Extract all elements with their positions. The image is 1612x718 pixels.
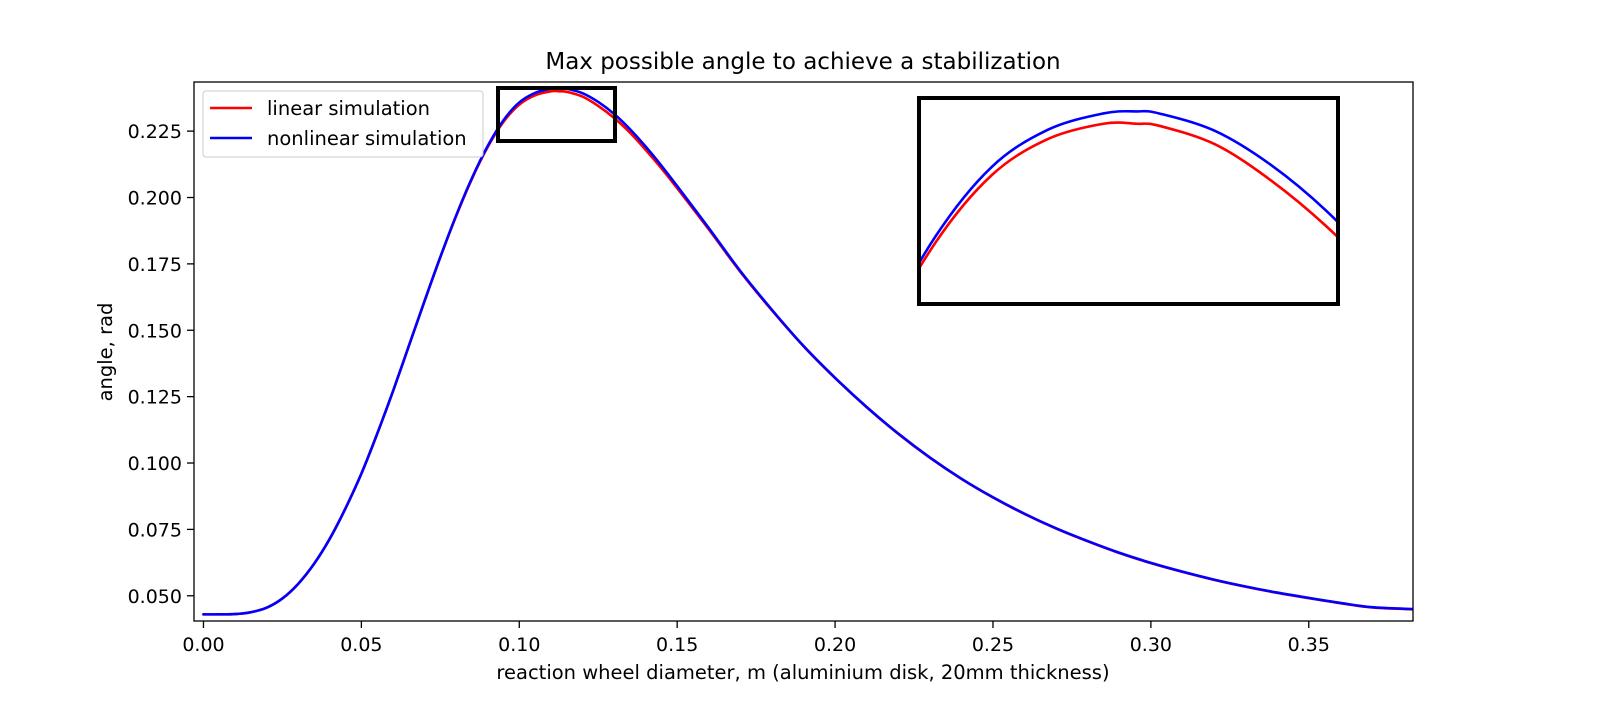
y-tick-label: 0.175	[128, 254, 182, 276]
zoom-inset-frame	[917, 96, 1340, 306]
x-tick-label: 0.25	[972, 634, 1014, 656]
x-axis-label: reaction wheel diameter, m (aluminium di…	[496, 661, 1109, 684]
inset-series-line-linear-simulation	[919, 121, 1338, 272]
y-tick-label: 0.050	[128, 586, 182, 608]
x-tick-label: 0.05	[340, 634, 382, 656]
x-tick-label: 0.20	[814, 634, 856, 656]
y-tick-label: 0.150	[128, 320, 182, 342]
legend-box	[202, 90, 484, 158]
y-tick-label: 0.125	[128, 387, 182, 409]
y-axis-ticks: 0.050 0.075 0.100 0.125 0.150 0.175 0.200 0.225	[128, 121, 194, 608]
y-axis-label: angle, rad	[94, 303, 117, 402]
inset-series-line-nonlinear-simulation	[919, 109, 1338, 266]
y-tick-label: 0.100	[128, 453, 182, 475]
legend-label-nonlinear: nonlinear simulation	[267, 127, 467, 150]
y-tick-label: 0.225	[128, 121, 182, 143]
x-tick-label: 0.30	[1130, 634, 1172, 656]
x-axis-ticks: 0.00 0.05 0.10 0.15 0.20 0.25 0.30 0.35	[182, 621, 1330, 656]
zoom-inset	[917, 96, 1340, 306]
legend-label-linear: linear simulation	[267, 97, 430, 120]
x-tick-label: 0.00	[182, 634, 224, 656]
y-tick-label: 0.075	[128, 519, 182, 541]
zoom-indicator-box	[496, 86, 617, 143]
x-tick-label: 0.35	[1288, 634, 1330, 656]
inset-lines	[919, 109, 1338, 272]
x-tick-label: 0.15	[656, 634, 698, 656]
plot-frame	[193, 81, 1414, 622]
legend: linear simulation nonlinear simulation	[202, 90, 484, 158]
chart-title: Max possible angle to achieve a stabiliz…	[545, 49, 1060, 75]
x-tick-label: 0.10	[498, 634, 540, 656]
y-tick-label: 0.200	[128, 188, 182, 210]
